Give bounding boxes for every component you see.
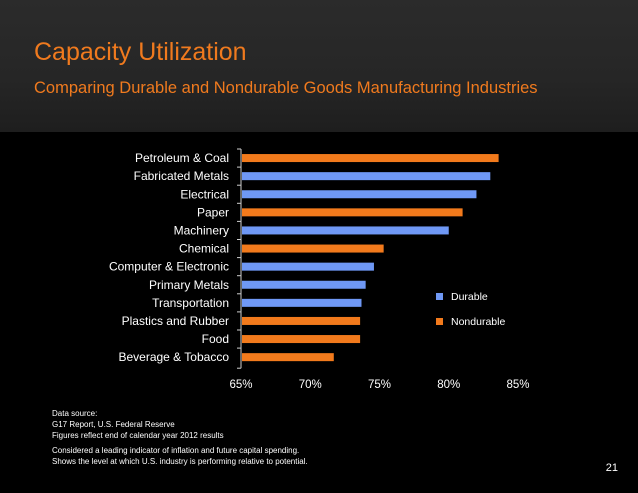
legend-label-durable: Durable: [451, 291, 488, 303]
category-label: Chemical: [179, 242, 229, 256]
x-tick-label: 80%: [437, 379, 460, 391]
slide-subtitle: Comparing Durable and Nondurable Goods M…: [34, 79, 538, 97]
slide-title: Capacity Utilization: [34, 38, 247, 66]
bar-nondurable: [242, 335, 361, 344]
source-text: G17 Report, U.S. Federal Reserve: [52, 420, 175, 429]
bar-durable: [242, 262, 374, 271]
category-label: Fabricated Metals: [134, 169, 229, 183]
bar-nondurable: [242, 353, 334, 362]
category-label: Beverage & Tobacco: [118, 350, 229, 364]
category-label: Paper: [197, 205, 229, 219]
source-label: Data source:: [52, 409, 98, 418]
x-tick-label: 65%: [229, 379, 252, 391]
x-tick-label: 70%: [299, 379, 322, 391]
category-label: Transportation: [152, 296, 229, 310]
category-label: Petroleum & Coal: [135, 151, 229, 165]
bar-durable: [242, 280, 366, 289]
bar-nondurable: [242, 244, 384, 253]
footnotes: Data source: G17 Report, U.S. Federal Re…: [52, 408, 308, 467]
bar-nondurable: [242, 154, 499, 163]
bar-nondurable: [242, 316, 361, 325]
period-text: Figures reflect end of calendar year 201…: [52, 431, 224, 440]
legend-label-nondurable: Nondurable: [451, 316, 505, 328]
x-tick-label: 75%: [368, 379, 391, 391]
bar-durable: [242, 190, 477, 199]
description-line-2: Shows the level at which U.S. industry i…: [52, 457, 308, 466]
legend-swatch-nondurable: [436, 318, 443, 325]
legend-swatch-durable: [436, 293, 443, 300]
bar-durable: [242, 298, 362, 307]
category-label: Machinery: [174, 223, 229, 237]
x-tick-label: 85%: [506, 379, 529, 391]
bar-durable: [242, 226, 449, 235]
category-label: Primary Metals: [149, 278, 229, 292]
page-number: 21: [605, 462, 618, 474]
title-banner: [0, 0, 638, 132]
category-label: Computer & Electronic: [109, 260, 229, 274]
category-label: Plastics and Rubber: [122, 314, 229, 328]
category-label: Electrical: [180, 187, 229, 201]
category-label: Food: [202, 332, 229, 346]
description-line-1: Considered a leading indicator of inflat…: [52, 446, 300, 455]
bar-nondurable: [242, 208, 463, 217]
bar-durable: [242, 172, 491, 181]
